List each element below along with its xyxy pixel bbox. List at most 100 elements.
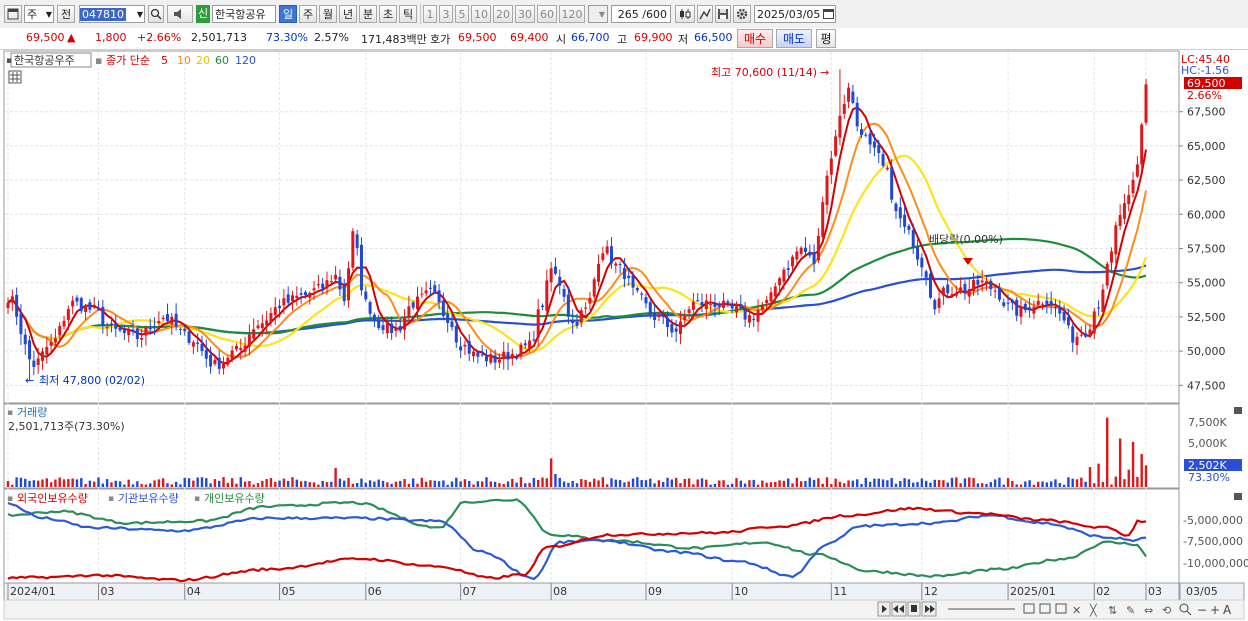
candle-body [622, 268, 626, 280]
volume-bar [455, 477, 458, 487]
candle-body [127, 330, 131, 336]
volume-bar [489, 481, 492, 487]
volume-bar [787, 478, 790, 487]
volume-bar [1011, 480, 1014, 487]
tab-second[interactable]: 초 [379, 5, 397, 23]
volume-bar [170, 484, 174, 487]
volume-bar [631, 478, 635, 487]
minute-custom-select[interactable]: ▼ [588, 5, 608, 23]
gear-icon[interactable] [733, 5, 751, 23]
candle-body [10, 296, 14, 303]
candle-body [316, 284, 320, 286]
candle-body [601, 253, 605, 260]
minute-20-button[interactable]: 20 [493, 5, 513, 23]
calendar-icon[interactable] [823, 7, 834, 25]
tool-fib-icon[interactable]: ⇅ [1108, 604, 1117, 617]
candle-body [28, 340, 32, 360]
candle-body [40, 351, 44, 361]
tab-year[interactable]: 년 [339, 5, 357, 23]
candle-body [605, 246, 609, 254]
candle-body [696, 300, 700, 302]
window-icon[interactable] [4, 5, 22, 23]
tab-minute[interactable]: 분 [359, 5, 377, 23]
volume-bar [75, 479, 79, 487]
candle-body [510, 353, 514, 359]
tool-copy-icon[interactable] [1039, 603, 1051, 614]
volume-bar [588, 481, 592, 487]
candle-body [66, 309, 70, 321]
speaker-icon[interactable] [167, 5, 193, 23]
candle-body [825, 175, 829, 206]
sell-button[interactable]: 매도 [776, 29, 812, 48]
tab-week[interactable]: 주 [299, 5, 317, 23]
tool-reset-icon[interactable]: ⟲ [1162, 604, 1171, 617]
foreign-holding-line [7, 506, 1147, 583]
prev-button[interactable]: 전 [57, 5, 75, 23]
tool-print-icon[interactable] [1055, 603, 1067, 614]
minute-10-button[interactable]: 10 [471, 5, 491, 23]
scroll-bar[interactable] [3, 599, 1245, 620]
stock-chart[interactable]: 67,50065,00062,50060,00057,50055,00052,5… [0, 49, 1248, 621]
volume-bar [968, 477, 971, 487]
zoom-in-icon[interactable]: + [1210, 603, 1220, 617]
minute-120-button[interactable]: 120 [559, 5, 585, 23]
candle-body [730, 303, 734, 309]
candle-body [450, 321, 454, 328]
tool-line-icon[interactable]: ╳ [1089, 603, 1098, 617]
individual-holding-line [7, 498, 1147, 579]
candle-body [153, 326, 157, 328]
count-field[interactable]: 265 /600 [611, 5, 671, 23]
candle-body [329, 281, 333, 283]
font-size-icon[interactable]: A [1223, 603, 1232, 617]
panel-close-icon[interactable] [1234, 493, 1242, 500]
volume-bar [1071, 478, 1074, 487]
stock-name-field[interactable]: 한국항공유 [212, 5, 276, 23]
price-tick-label: 57,500 [1187, 243, 1226, 256]
search-icon[interactable] [148, 5, 164, 23]
volume-bar [942, 480, 945, 487]
tab-tick[interactable]: 틱 [399, 5, 417, 23]
tool-fit-icon[interactable]: ⇔ [1144, 604, 1153, 617]
candle-body [946, 284, 950, 294]
tool-rect-icon[interactable] [1023, 603, 1035, 614]
minute-5-button[interactable]: 5 [455, 5, 469, 23]
panel-close-icon[interactable] [1234, 407, 1242, 414]
high-price: 69,900 [634, 31, 673, 44]
volume-bar [1097, 463, 1100, 487]
candle-body [334, 274, 338, 280]
buy-button[interactable]: 매수 [737, 29, 773, 48]
nav-controls[interactable]: ✕ ╳ ⇅ ✎ ⇔ ⟲ − + A [877, 601, 1232, 617]
date-input[interactable]: 2025/03/05 [754, 5, 836, 23]
minute-30-button[interactable]: 30 [515, 5, 535, 23]
volume-bar [442, 480, 445, 487]
volume-bar [713, 483, 717, 487]
stock-code-input[interactable]: 047810 ▼ [79, 5, 145, 23]
tool-text-icon[interactable]: ✎ [1126, 604, 1135, 617]
line-draw-icon[interactable] [697, 5, 713, 23]
zoom-out-icon[interactable]: − [1197, 603, 1207, 617]
volume-bar [118, 481, 122, 487]
save-icon[interactable] [715, 5, 731, 23]
legend-stock-box[interactable] [10, 52, 92, 68]
candle-body [868, 133, 872, 145]
volume-bar [545, 478, 549, 487]
candle-body [295, 295, 299, 299]
x-axis-label: 09 [648, 585, 662, 598]
evaluate-button[interactable]: 평 [816, 29, 836, 48]
candlesticks [6, 69, 1148, 382]
minute-60-button[interactable]: 60 [537, 5, 557, 23]
tab-day[interactable]: 일 [279, 5, 297, 23]
tool-cross-icon[interactable]: ✕ [1072, 604, 1081, 617]
legend-ma120: 120 [235, 54, 256, 67]
volume-bar [519, 477, 523, 487]
candle-icon[interactable] [675, 5, 695, 23]
minute-3-button[interactable]: 3 [439, 5, 453, 23]
tab-month[interactable]: 월 [319, 5, 337, 23]
candle-body [364, 291, 368, 300]
grid-toggle-icon[interactable] [8, 70, 22, 84]
minute-1-button[interactable]: 1 [423, 5, 437, 23]
candle-body [627, 275, 631, 279]
candle-body [1118, 215, 1122, 226]
period-type-select[interactable]: 주 ▼ [24, 5, 54, 23]
magnifier-icon[interactable] [1179, 603, 1189, 613]
